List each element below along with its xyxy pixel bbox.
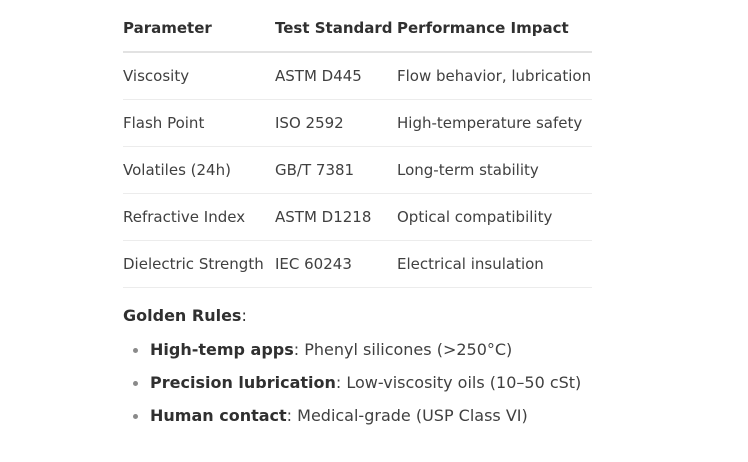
cell-test-standard: GB/T 7381 [275,146,397,194]
table-header-row: Parameter Test Standard Performance Impa… [123,4,592,53]
rule-description: : Low-viscosity oils (10–50 cSt) [335,373,582,392]
cell-parameter: Refractive Index [123,193,275,241]
header-parameter: Parameter [123,4,275,53]
cell-performance-impact: Optical compatibility [397,193,592,241]
rule-description: : Phenyl silicones (>250°C) [293,340,513,359]
table-row: Refractive Index ASTM D1218 Optical comp… [123,193,592,241]
cell-performance-impact: Long-term stability [397,146,592,194]
cell-test-standard: ASTM D445 [275,52,397,100]
golden-rules-title: Golden Rules [123,306,242,325]
list-item: High-temp apps: Phenyl silicones (>250°C… [133,339,593,372]
table-row: Flash Point ISO 2592 High-temperature sa… [123,99,592,147]
list-item: Precision lubrication: Low-viscosity oil… [133,372,593,405]
cell-test-standard: ISO 2592 [275,99,397,147]
document-content: Parameter Test Standard Performance Impa… [123,0,593,438]
cell-test-standard: ASTM D1218 [275,193,397,241]
cell-parameter: Dielectric Strength [123,240,275,288]
table-row: Viscosity ASTM D445 Flow behavior, lubri… [123,52,592,100]
cell-performance-impact: Flow behavior, lubrication [397,52,592,100]
cell-parameter: Flash Point [123,99,275,147]
cell-parameter: Volatiles (24h) [123,146,275,194]
rule-term: High-temp apps [150,340,294,359]
cell-test-standard: IEC 60243 [275,240,397,288]
table-row: Volatiles (24h) GB/T 7381 Long-term stab… [123,146,592,194]
cell-performance-impact: High-temperature safety [397,99,592,147]
golden-rules-list: High-temp apps: Phenyl silicones (>250°C… [123,339,593,438]
cell-parameter: Viscosity [123,52,275,100]
table-row: Dielectric Strength IEC 60243 Electrical… [123,240,592,288]
header-performance-impact: Performance Impact [397,4,592,53]
list-item: Human contact: Medical-grade (USP Class … [133,405,593,438]
header-test-standard: Test Standard [275,4,397,53]
golden-rules-heading: Golden Rules: [123,306,593,325]
rule-term: Precision lubrication [150,373,336,392]
parameters-table: Parameter Test Standard Performance Impa… [123,4,592,288]
cell-performance-impact: Electrical insulation [397,240,592,288]
rule-term: Human contact [150,406,287,425]
golden-rules-colon: : [241,306,247,325]
rule-description: : Medical-grade (USP Class VI) [286,406,528,425]
